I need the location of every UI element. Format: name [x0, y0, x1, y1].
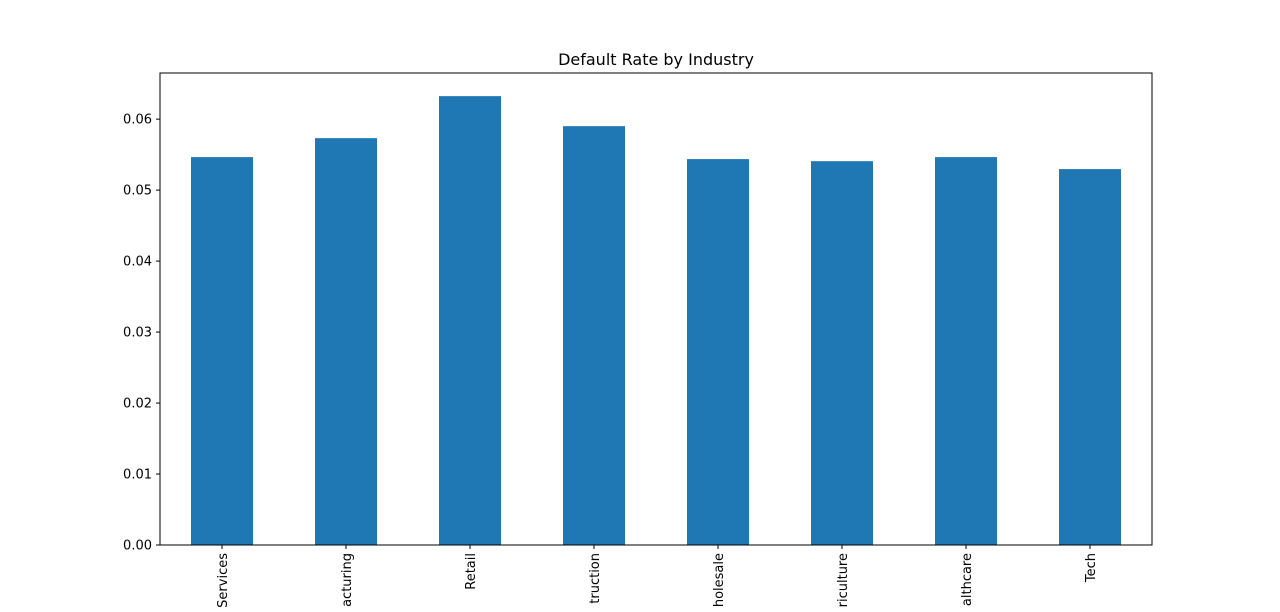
y-tick-label: 0.06: [123, 113, 152, 128]
bar: [439, 96, 501, 546]
y-tick-label: 0.04: [123, 255, 152, 270]
bar: [315, 138, 377, 545]
x-tick-label: holesale: [712, 553, 727, 607]
y-tick-label: 0.05: [123, 184, 152, 199]
x-tick-label: althcare: [960, 553, 975, 606]
chart-title: Default Rate by Industry: [558, 50, 754, 69]
x-tick-label: Retail: [464, 553, 479, 590]
plot-frame: [159, 72, 1153, 546]
x-tick-label: Services: [216, 553, 231, 608]
y-tick-label: 0.02: [123, 397, 152, 412]
x-tick-label: riculture: [836, 553, 851, 607]
x-tick-label: Tech: [1084, 553, 1099, 583]
x-tick-label: truction: [588, 553, 603, 604]
y-tick-label: 0.01: [123, 468, 152, 483]
y-tick-label: 0.00: [123, 539, 152, 554]
bar: [687, 159, 749, 545]
bar: [1059, 169, 1121, 545]
bar: [563, 126, 625, 545]
x-tick-label: acturing: [340, 553, 355, 607]
bar: [191, 157, 253, 545]
bar: [811, 161, 873, 545]
y-tick-label: 0.03: [123, 326, 152, 341]
bar: [935, 157, 997, 545]
